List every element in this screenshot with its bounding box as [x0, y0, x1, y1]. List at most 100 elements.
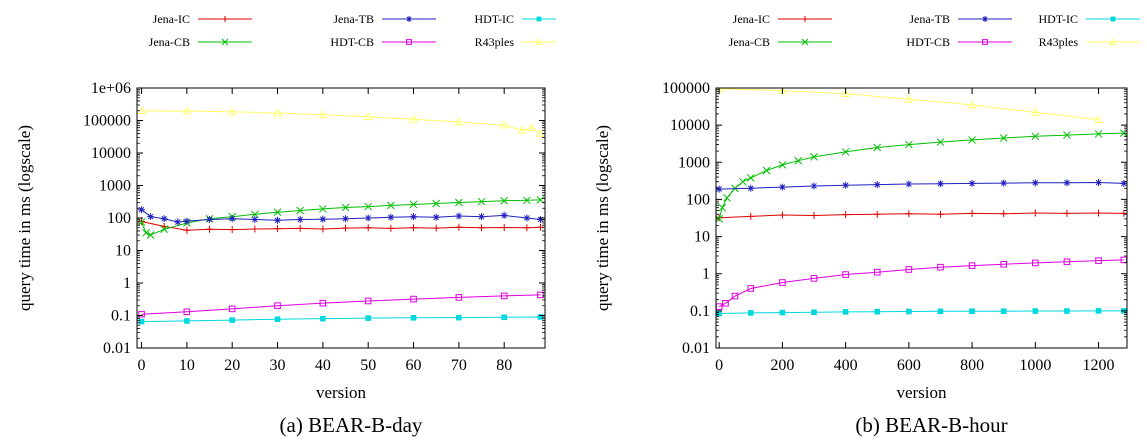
series-jena-ic-point	[536, 223, 544, 231]
series-jena-tb-point	[842, 181, 850, 189]
series-jena-ic-point	[523, 224, 531, 232]
series-jena-tb-point	[1063, 179, 1071, 187]
plot-frame	[136, 87, 546, 349]
series-hdt-cb-point	[410, 295, 417, 303]
series-jena-cb-point	[251, 210, 259, 219]
series-jena-tb-point	[228, 215, 236, 223]
series-jena-ic-point	[364, 224, 372, 232]
series-jena-cb-point	[273, 208, 282, 217]
series-jena-ic-point	[1063, 209, 1071, 217]
legend-entry-hdt-ic: HDT-IC	[1038, 12, 1140, 26]
series-jena-ic-point	[1000, 210, 1008, 218]
chart-bear-b-day: 0.01 0.1 1 10 100 1000 10000 100000 1e+06 0 10 20 30…	[15, 12, 556, 437]
series-hdt-ic-point	[779, 309, 786, 316]
series-jena-cb-point	[810, 153, 818, 161]
series-jena-tb-point	[183, 217, 191, 225]
series-jena-tb-line	[719, 181, 1124, 190]
chart-caption: (a) BEAR-B-day	[280, 413, 423, 437]
series-hdt-cb-point	[364, 297, 372, 305]
series-hdt-cb-point	[873, 268, 881, 276]
series-jena-cb-point	[739, 177, 747, 186]
x-tick-label: 30	[270, 357, 286, 374]
series-hdt-cb-point	[905, 266, 913, 273]
series-hdt-ic-point	[1064, 308, 1070, 314]
series-hdt-ic-point	[456, 314, 462, 321]
series-jena-tb-point	[1120, 179, 1127, 187]
series-jena-cb-point	[142, 228, 150, 237]
x-tick-label: 60	[406, 357, 422, 374]
series-jena-cb-point	[968, 136, 976, 144]
y-tick-label: 100000	[662, 80, 710, 97]
series-jena-ic	[716, 209, 1127, 222]
series-jena-ic-point	[842, 211, 850, 219]
series-jena-ic-point	[410, 224, 418, 232]
series-jena-cb	[716, 129, 1127, 223]
series-jena-ic-point	[968, 209, 976, 217]
series-hdt-cb-point	[138, 310, 145, 318]
plot-area	[137, 106, 545, 325]
y-tick-label: 0.01	[682, 340, 710, 357]
series-jena-cb-point	[500, 196, 509, 205]
series-hdt-ic-point	[937, 308, 944, 315]
series-jena-ic-point	[500, 224, 508, 232]
series-hdt-cb	[716, 256, 1127, 310]
legend-label: R43ples	[475, 35, 515, 49]
y-axis-label: query time in ms (logscale)	[15, 125, 34, 311]
legend-entry-jena-cb: Jena-CB	[729, 35, 832, 49]
x-axis-label: version	[896, 383, 947, 402]
series-jena-tb-point	[1031, 179, 1039, 187]
series-hdt-ic-point	[1032, 308, 1039, 314]
series-jena-tb-point	[536, 215, 544, 223]
series-jena-tb	[138, 206, 544, 226]
series-jena-ic-point	[747, 212, 755, 220]
series-jena-tb-point	[968, 179, 976, 187]
y-tick-label: 1	[123, 275, 131, 292]
legend-entry-r43ples: R43ples	[1039, 35, 1140, 49]
legend-label: Jena-TB	[909, 12, 950, 26]
y-tick-label: 1000	[678, 154, 710, 171]
series-jena-tb-point	[274, 216, 282, 224]
series-jena-cb-point	[341, 203, 350, 212]
series-jena-cb-point	[477, 197, 486, 206]
x-tick-label: 80	[496, 357, 512, 374]
series-jena-cb-point	[778, 161, 787, 169]
legend-entry-jena-tb: Jena-TB	[909, 12, 1012, 26]
series-jena-cb-point	[523, 196, 531, 205]
series-hdt-cb-point	[500, 292, 508, 300]
y-tick-label: 1	[702, 266, 710, 283]
series-hdt-ic-point	[274, 316, 281, 322]
series-jena-ic-point	[296, 224, 304, 232]
series-r43ples-point	[454, 117, 464, 126]
series-hdt-ic-point	[716, 310, 722, 317]
legend-label: HDT-CB	[906, 35, 950, 49]
y-tick-label: 1000	[99, 178, 131, 195]
series-r43ples-point	[527, 123, 536, 132]
series-jena-cb-point	[1031, 132, 1040, 141]
series-jena-cb-point	[1063, 131, 1071, 139]
y-tick-label: 100	[686, 191, 710, 208]
plot-area	[716, 88, 1127, 317]
x-tick-label: 70	[451, 357, 467, 374]
y-tick-label: 10	[115, 243, 131, 260]
series-jena-tb-point	[160, 215, 168, 223]
series-jena-cb-point	[432, 199, 441, 208]
x-tick-label: 0	[138, 357, 146, 374]
series-jena-ic-point	[206, 225, 214, 233]
series-jena-ic-point	[778, 211, 786, 219]
y-tick-label: 0.01	[103, 340, 131, 357]
series-hdt-cb-point	[1032, 259, 1039, 267]
series-jena-tb-point	[905, 180, 913, 188]
x-tick-label: 600	[897, 357, 921, 374]
series-jena-tb-point	[778, 183, 786, 191]
series-hdt-cb-point	[722, 299, 729, 307]
y-tick-label: 100000	[83, 113, 131, 130]
y-tick-label: 0.1	[111, 308, 131, 325]
legend-entry-jena-ic: Jena-IC	[733, 12, 832, 26]
series-hdt-cb-point	[319, 299, 327, 307]
legend-entry-hdt-cb: HDT-CB	[330, 35, 436, 49]
legend: Jena-IC Jena-CB Jena-TB HDT-CB HDT-IC R43ples	[729, 12, 1140, 49]
series-jena-tb-point	[206, 215, 214, 223]
series-hdt-cb-line	[718, 259, 1124, 308]
series-jena-ic-point	[274, 225, 282, 233]
